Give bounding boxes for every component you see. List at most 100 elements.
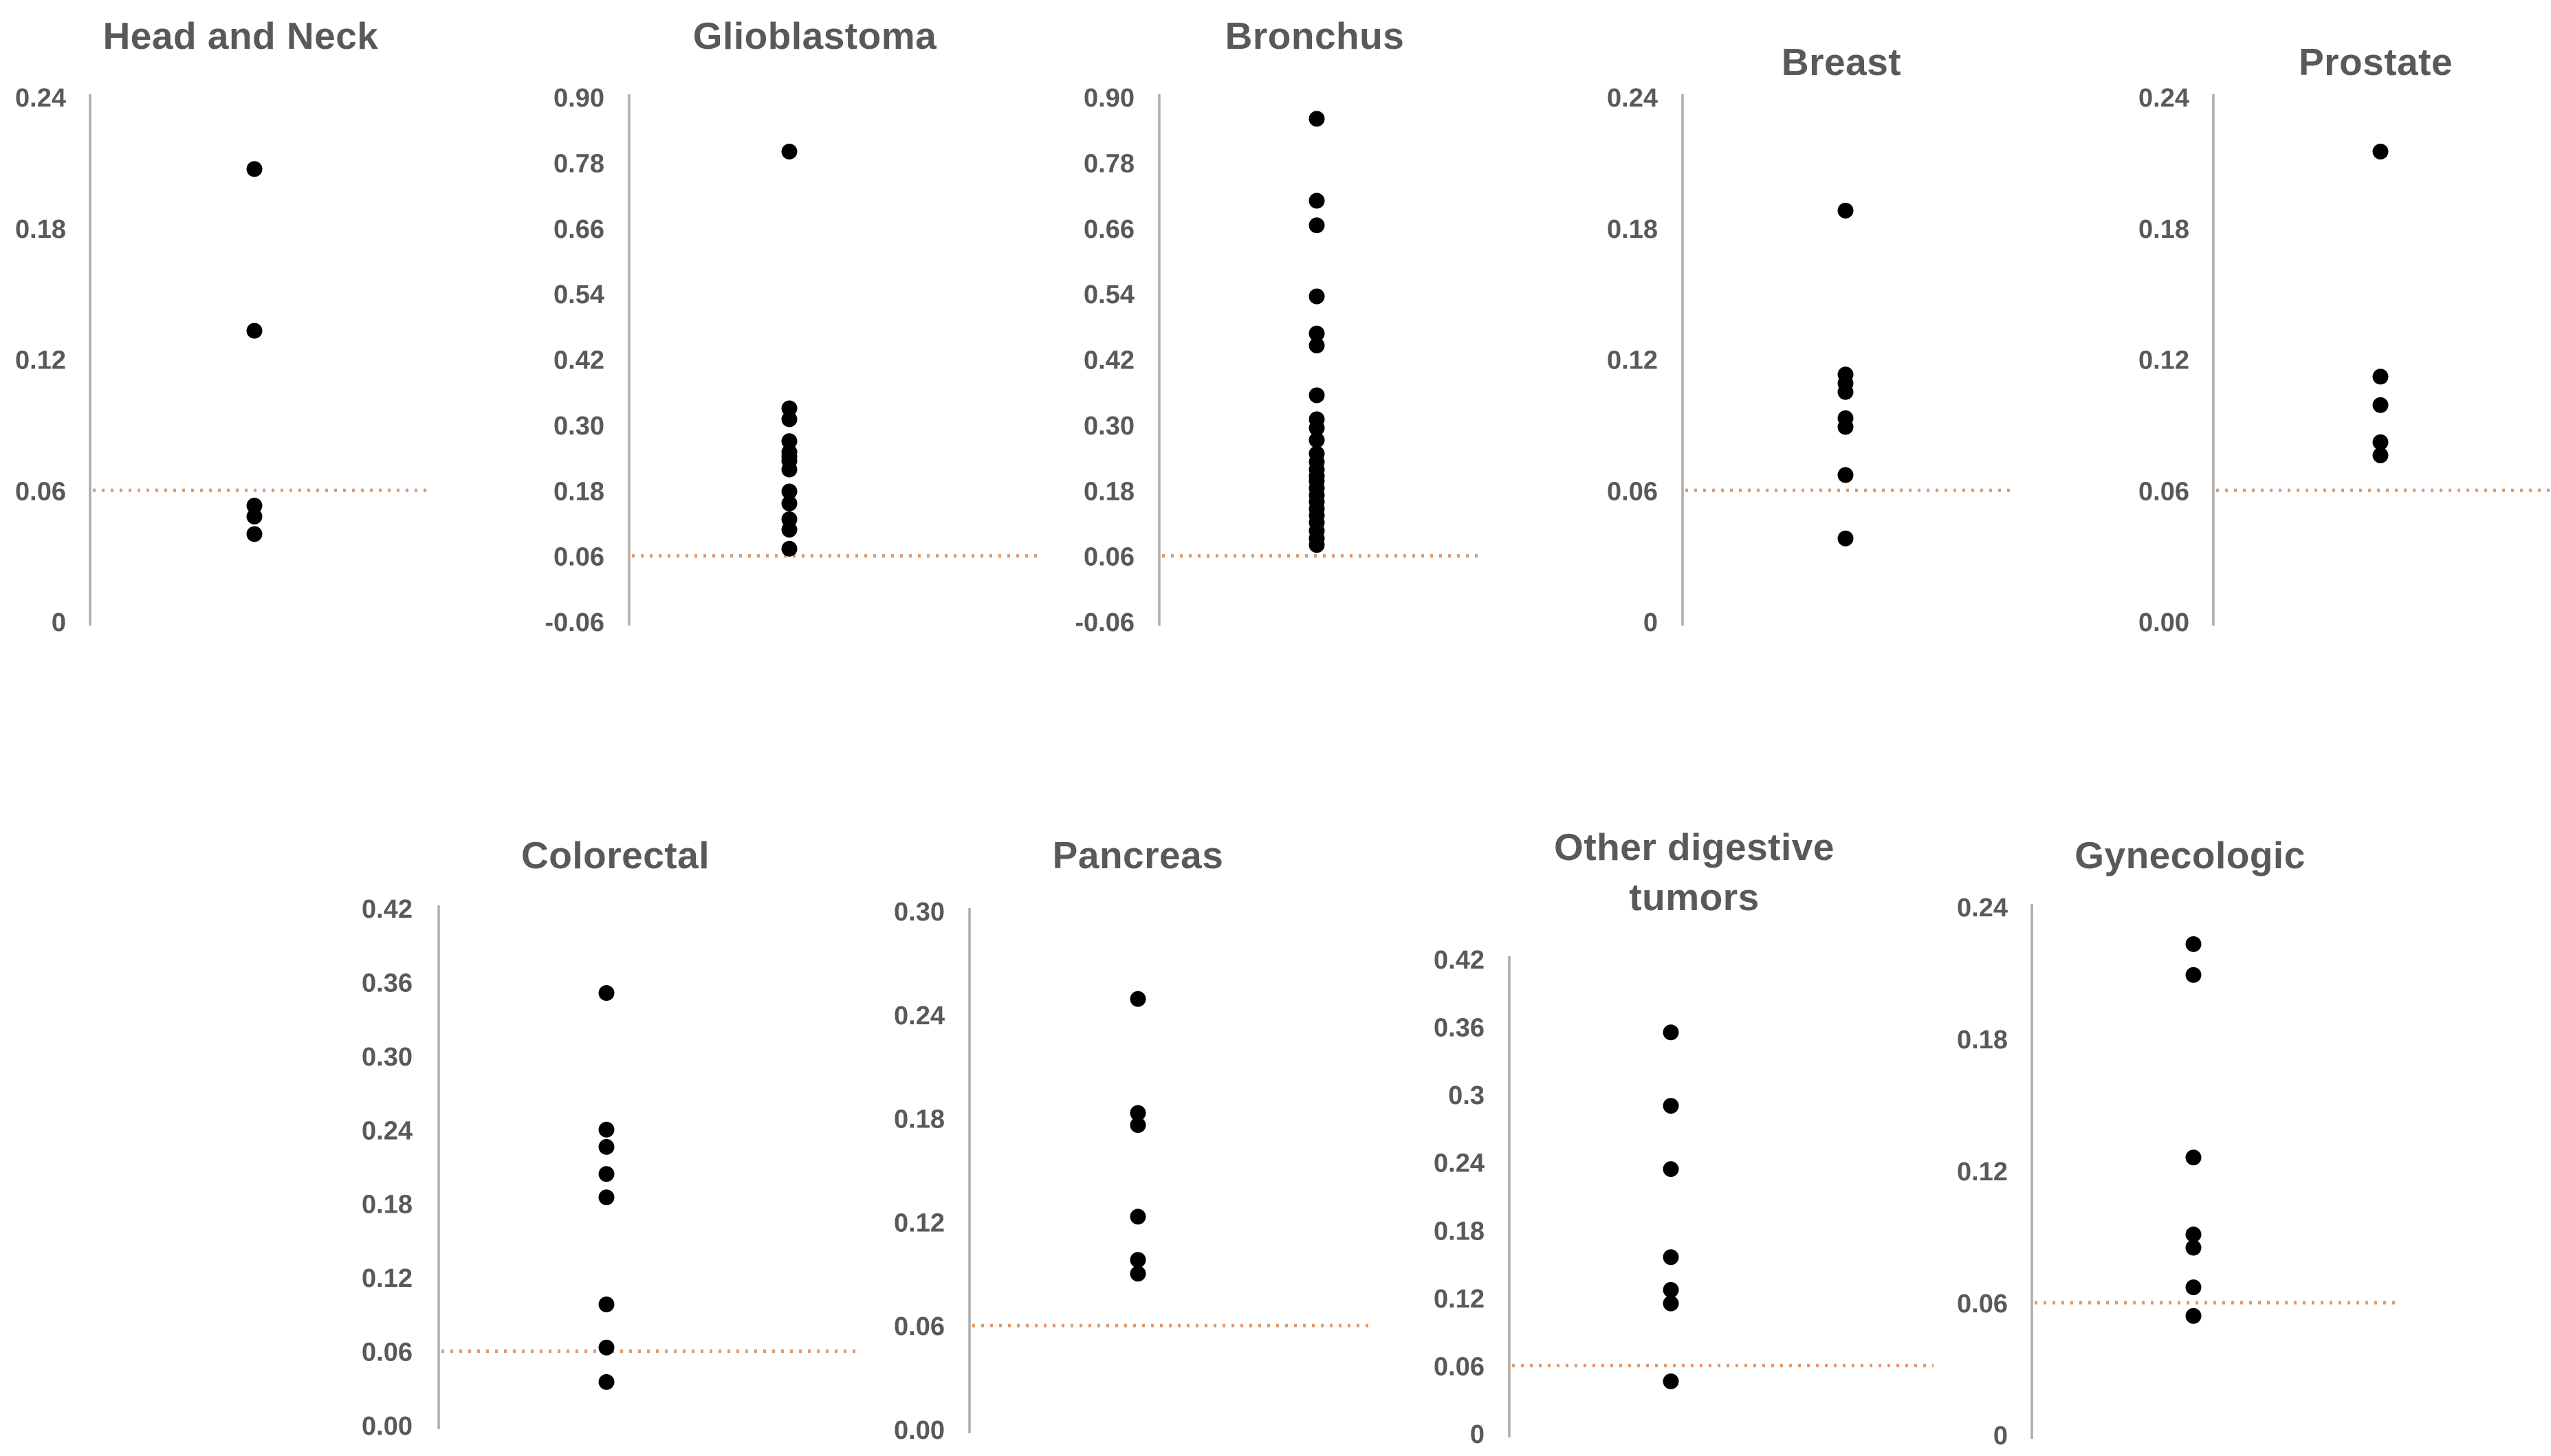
panel-title-prostate: Prostate <box>2298 41 2453 83</box>
y-tick-label: 0.12 <box>894 1209 945 1237</box>
data-point <box>2372 397 2389 413</box>
y-tick-label: 0.18 <box>1957 1026 2008 1055</box>
data-point <box>1309 192 1325 209</box>
data-point <box>1663 1373 1679 1389</box>
y-tick-label: 0.06 <box>1607 477 1658 506</box>
y-tick-label: 0.18 <box>1084 477 1135 506</box>
y-tick-label: 0.06 <box>1434 1352 1485 1381</box>
data-point <box>781 495 798 511</box>
data-point <box>1837 467 1854 483</box>
y-tick-label: -0.06 <box>1075 608 1135 637</box>
y-tick-label: 0.42 <box>362 895 413 924</box>
data-point <box>598 985 615 1002</box>
data-point <box>781 540 798 557</box>
data-point <box>2185 936 2202 952</box>
y-tick-label: 0.00 <box>362 1412 413 1441</box>
panel-title-head-and-neck: Head and Neck <box>102 14 379 57</box>
data-point <box>1309 217 1325 234</box>
panel-title-colorectal: Colorectal <box>521 834 710 876</box>
data-point <box>1309 387 1325 404</box>
y-tick-label: 0.12 <box>362 1264 413 1293</box>
y-tick-label: 0.06 <box>362 1338 413 1367</box>
y-tick-label: 0 <box>1643 608 1658 637</box>
data-point <box>1837 530 1854 547</box>
data-point <box>598 1189 615 1206</box>
y-tick-label: 0.12 <box>1607 346 1658 375</box>
y-tick-label: 0.78 <box>554 149 604 178</box>
data-point <box>246 498 263 514</box>
y-tick-label: 0.30 <box>362 1043 413 1072</box>
data-point <box>781 461 798 478</box>
y-tick-label: 0.90 <box>554 84 604 113</box>
data-point <box>1663 1098 1679 1114</box>
y-tick-label: 0.90 <box>1084 84 1135 113</box>
data-point <box>2372 434 2389 450</box>
y-tick-label: 0.06 <box>1084 543 1135 572</box>
y-tick-label: 0.18 <box>1434 1217 1485 1246</box>
y-tick-label: 0.24 <box>894 1002 945 1030</box>
y-tick-label: 0.42 <box>1434 946 1485 975</box>
y-tick-label: 0.36 <box>362 969 413 997</box>
data-point <box>1130 1105 1146 1121</box>
data-point <box>1309 537 1325 553</box>
y-tick-label: 0.24 <box>1957 894 2008 923</box>
data-point <box>1837 384 1854 400</box>
data-point <box>598 1297 615 1313</box>
y-tick-label: 0.78 <box>1084 149 1135 178</box>
panel-gynecologic: 0.24 0.18 0.12 0.06 0 <box>1957 894 2400 1451</box>
y-tick-label: 0.66 <box>1084 215 1135 244</box>
y-tick-label: 0.66 <box>554 215 604 244</box>
y-tick-label: 0.24 <box>1607 84 1658 113</box>
panel-title-pancreas: Pancreas <box>1052 834 1224 876</box>
y-tick-label: 0.06 <box>2138 477 2189 506</box>
data-point <box>781 483 798 500</box>
y-tick-label: 0.12 <box>2138 346 2189 375</box>
data-point <box>246 508 263 525</box>
data-point <box>1663 1249 1679 1266</box>
y-tick-label: 0.06 <box>15 477 66 506</box>
data-point <box>781 411 798 428</box>
y-tick-label: 0.12 <box>1434 1285 1485 1314</box>
y-tick-label: 0.00 <box>894 1416 945 1445</box>
data-point <box>2185 1279 2202 1296</box>
y-tick-label: 0 <box>1993 1422 2008 1451</box>
y-tick-label: 0.18 <box>15 215 66 244</box>
data-point <box>2372 447 2389 463</box>
y-tick-label: 0.30 <box>894 898 945 927</box>
data-point <box>598 1339 615 1356</box>
y-tick-label: 0.06 <box>1957 1290 2008 1319</box>
data-point <box>2372 368 2389 385</box>
y-tick-label: 0.30 <box>554 412 604 441</box>
data-point <box>781 400 798 417</box>
data-point <box>1130 991 1146 1007</box>
data-point <box>246 161 263 177</box>
data-point <box>1309 338 1325 354</box>
data-point <box>1663 1281 1679 1298</box>
y-tick-label: 0.24 <box>2138 84 2189 113</box>
y-tick-label: 0.06 <box>894 1312 945 1341</box>
panel-prostate: 0.24 0.18 0.12 0.06 0.00 <box>2138 84 2551 637</box>
data-point <box>2185 1308 2202 1324</box>
y-tick-label: -0.06 <box>545 608 604 637</box>
panel-title-other-digestive-tumors: Other digestive tumors <box>1554 826 1835 918</box>
y-tick-label: 0.36 <box>1434 1014 1485 1043</box>
data-point <box>1663 1161 1679 1178</box>
y-tick-label: 0.42 <box>554 346 604 375</box>
y-tick-label: 0 <box>52 608 66 637</box>
panel-title-breast: Breast <box>1781 41 1902 83</box>
data-point <box>2185 967 2202 983</box>
data-point <box>2372 143 2389 159</box>
data-point <box>781 143 798 159</box>
y-tick-label: 0.42 <box>1084 346 1135 375</box>
data-point <box>1130 1117 1146 1134</box>
panel-breast: 0.24 0.18 0.12 0.06 0 <box>1607 84 2015 637</box>
y-tick-label: 0.18 <box>2138 215 2189 244</box>
y-tick-label: 0.12 <box>1957 1158 2008 1187</box>
y-tick-label: 0.54 <box>554 280 604 309</box>
data-point <box>781 433 798 450</box>
data-point <box>2185 1226 2202 1243</box>
data-point <box>1309 325 1325 342</box>
data-point <box>1130 1266 1146 1282</box>
y-tick-label: 0.30 <box>1084 412 1135 441</box>
